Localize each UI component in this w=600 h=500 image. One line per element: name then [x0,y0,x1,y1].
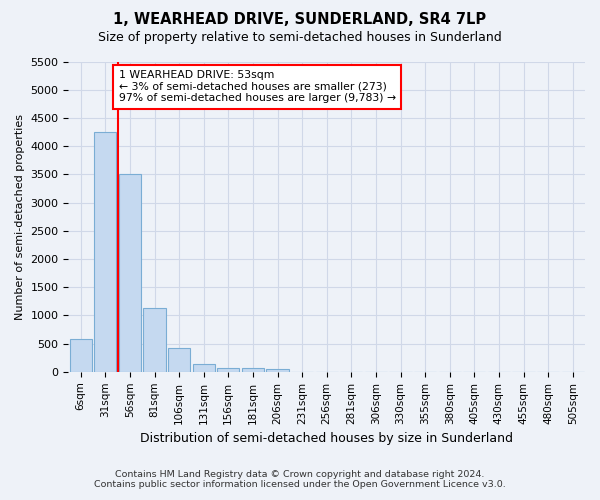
Bar [168,348,190,372]
Bar [143,308,166,372]
Bar [193,364,215,372]
Bar [94,132,116,372]
Text: 1 WEARHEAD DRIVE: 53sqm
← 3% of semi-detached houses are smaller (273)
97% of se: 1 WEARHEAD DRIVE: 53sqm ← 3% of semi-det… [119,70,396,103]
Bar [242,368,264,372]
Text: Contains HM Land Registry data © Crown copyright and database right 2024.
Contai: Contains HM Land Registry data © Crown c… [94,470,506,489]
Bar [266,368,289,372]
Bar [70,339,92,372]
Text: Size of property relative to semi-detached houses in Sunderland: Size of property relative to semi-detach… [98,31,502,44]
X-axis label: Distribution of semi-detached houses by size in Sunderland: Distribution of semi-detached houses by … [140,432,513,445]
Y-axis label: Number of semi-detached properties: Number of semi-detached properties [15,114,25,320]
Bar [217,368,239,372]
Text: 1, WEARHEAD DRIVE, SUNDERLAND, SR4 7LP: 1, WEARHEAD DRIVE, SUNDERLAND, SR4 7LP [113,12,487,28]
Bar [119,174,141,372]
